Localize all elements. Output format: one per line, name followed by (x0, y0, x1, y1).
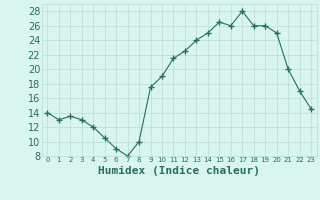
X-axis label: Humidex (Indice chaleur): Humidex (Indice chaleur) (98, 166, 260, 176)
